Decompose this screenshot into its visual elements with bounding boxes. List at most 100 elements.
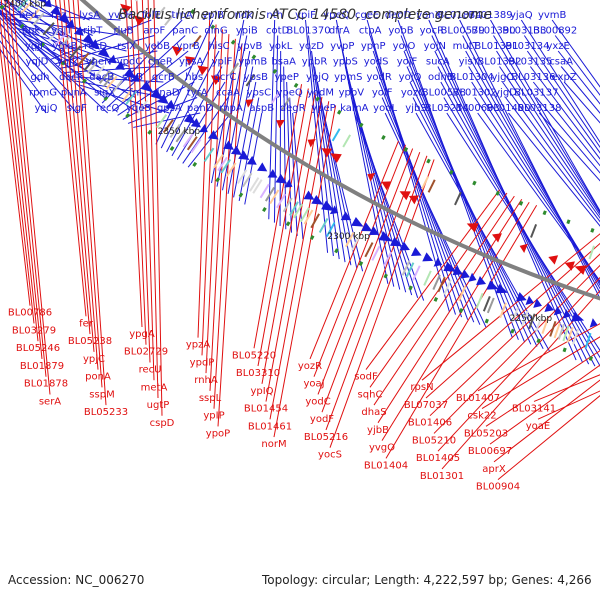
forward-gene-label: aroF bbox=[143, 26, 165, 37]
tick-mark bbox=[484, 318, 489, 324]
reverse-label-connector bbox=[197, 19, 211, 338]
feature-bar bbox=[437, 276, 446, 293]
forward-gene-arrow bbox=[329, 205, 339, 215]
forward-gene-label: degR bbox=[280, 103, 306, 114]
tick-mark bbox=[262, 207, 267, 213]
forward-gene-label: ypiB bbox=[202, 10, 224, 21]
forward-gene-arrow bbox=[433, 257, 443, 267]
forward-gene-label: sigX bbox=[94, 88, 115, 99]
forward-gene-label: panC bbox=[172, 26, 198, 37]
forward-label-connector bbox=[279, 50, 282, 226]
forward-gene-arrow bbox=[443, 261, 457, 272]
feature-bar bbox=[521, 310, 529, 327]
kbp-tick-label: 2350 kbp bbox=[158, 127, 201, 137]
feature-bar bbox=[364, 242, 374, 258]
forward-label-connector bbox=[28, 0, 60, 21]
forward-gene-arrow bbox=[256, 162, 268, 172]
feature-bar bbox=[412, 265, 421, 281]
reverse-gene-label: norM bbox=[261, 439, 286, 450]
forward-gene-label: expZ bbox=[552, 72, 577, 83]
forward-gene-arrow bbox=[97, 46, 110, 58]
forward-gene-label: BL03133 bbox=[502, 26, 546, 37]
reverse-label-connector bbox=[0, 0, 39, 342]
feature-bar bbox=[134, 0, 138, 2]
forward-gene-label: qcrB bbox=[152, 72, 175, 83]
reverse-label-connector bbox=[209, 34, 230, 391]
reverse-label-connector bbox=[485, 350, 600, 427]
forward-gene-label: ypmB bbox=[238, 57, 267, 68]
forward-gene-label: ribT bbox=[83, 26, 103, 37]
tick-mark bbox=[510, 328, 515, 334]
reverse-gene-label: BL01405 bbox=[416, 453, 460, 464]
forward-gene-arrow bbox=[58, 12, 70, 24]
feature-bar bbox=[155, 6, 166, 19]
reverse-gene-label: ypdP bbox=[190, 357, 215, 368]
reverse-gene-label: BL01461 bbox=[248, 421, 292, 432]
reverse-strand-genes bbox=[120, 3, 587, 275]
forward-label-connector bbox=[292, 112, 304, 240]
feature-bar bbox=[121, 88, 134, 103]
forward-label-connector bbox=[372, 50, 463, 318]
reverse-label-connector bbox=[55, 0, 87, 317]
forward-gene-label: cotD bbox=[266, 26, 290, 37]
forward-label-connector bbox=[508, 112, 600, 227]
forward-label-connector bbox=[28, 40, 139, 114]
forward-label-connector bbox=[117, 66, 192, 116]
forward-gene-arrow bbox=[533, 298, 543, 308]
feature-bar bbox=[427, 179, 436, 193]
reverse-gene-label: BL05238 bbox=[68, 336, 112, 347]
tick-mark bbox=[403, 147, 409, 152]
tick-mark bbox=[190, 9, 196, 15]
feature-bar bbox=[282, 197, 293, 213]
forward-gene-arrow bbox=[571, 312, 585, 322]
tick-mark bbox=[495, 190, 500, 196]
forward-gene-label: ypsC bbox=[247, 88, 271, 99]
forward-gene-label: odhB bbox=[428, 72, 454, 83]
kbp-tick-label: 2400 kbp bbox=[4, 0, 47, 10]
forward-gene-label: sucA bbox=[426, 57, 450, 68]
forward-gene-arrow bbox=[460, 269, 470, 279]
feature-bar bbox=[342, 134, 352, 148]
forward-gene-arrow bbox=[399, 241, 410, 251]
forward-gene-label: hbs bbox=[185, 72, 203, 83]
forward-gene-label: folE bbox=[142, 10, 161, 21]
reverse-label-connector bbox=[429, 253, 600, 417]
reverse-label-connector bbox=[421, 233, 600, 381]
forward-gene-label: yqjQ bbox=[35, 103, 58, 114]
feature-bar bbox=[405, 262, 415, 278]
feature-bar bbox=[458, 285, 467, 302]
forward-gene-arrow bbox=[157, 94, 169, 104]
reverse-gene-label: fer bbox=[79, 318, 94, 329]
forward-label-connector bbox=[0, 1, 99, 67]
feature-bar bbox=[190, 138, 202, 154]
forward-gene-label: yobB bbox=[388, 26, 413, 37]
forward-label-connector bbox=[496, 50, 600, 214]
forward-gene-label: rpmG bbox=[29, 88, 57, 99]
forward-gene-arrow bbox=[190, 118, 201, 128]
reverse-label-connector bbox=[8, 0, 47, 377]
forward-gene-arrow bbox=[468, 272, 477, 282]
forward-gene-arrow bbox=[410, 247, 422, 257]
forward-label-connector bbox=[526, 50, 600, 154]
feature-bar bbox=[345, 232, 355, 248]
forward-gene-label: yodL bbox=[373, 103, 397, 114]
tick-mark bbox=[566, 219, 571, 225]
feature-bar bbox=[351, 235, 361, 251]
forward-label-connector bbox=[499, 66, 600, 216]
forward-gene-label: rnz bbox=[51, 10, 67, 21]
tick-mark bbox=[169, 146, 175, 152]
reverse-gene-arrow bbox=[564, 261, 575, 271]
forward-gene-arrow bbox=[476, 276, 487, 286]
feature-bar bbox=[162, 119, 174, 134]
reverse-label-connector bbox=[489, 364, 600, 445]
forward-gene-label: BL01400 bbox=[486, 103, 530, 114]
forward-label-connector bbox=[443, 97, 600, 359]
forward-label-connector bbox=[227, 66, 254, 194]
reverse-label-connector bbox=[537, 390, 600, 420]
feature-bar bbox=[486, 297, 495, 314]
feature-bar bbox=[86, 60, 99, 74]
reverse-gene-arrow bbox=[367, 172, 376, 182]
forward-label-connector bbox=[233, 81, 257, 198]
feature-bar bbox=[175, 128, 187, 143]
